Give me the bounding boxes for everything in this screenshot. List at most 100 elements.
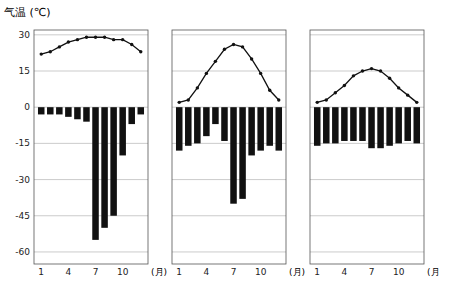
- bar: [110, 107, 117, 216]
- grid-line: [172, 34, 286, 35]
- bar: [203, 107, 210, 136]
- x-axis-label: (月: [427, 267, 440, 277]
- point: [397, 86, 400, 89]
- point: [49, 50, 52, 53]
- bar: [248, 107, 255, 155]
- point: [103, 36, 106, 39]
- y-tick-label: -45: [15, 211, 30, 221]
- point: [85, 36, 88, 39]
- point: [187, 98, 190, 101]
- panel: 1471030150-15-30-45-60(月): [15, 30, 167, 277]
- bar: [128, 107, 135, 124]
- x-tick-label: 7: [231, 267, 237, 277]
- point: [67, 40, 70, 43]
- grid-line: [310, 215, 424, 216]
- chart-root: 1471030150-15-30-45-60(月)气温 (℃)14710(月)1…: [0, 0, 450, 300]
- bar: [395, 107, 402, 143]
- point: [76, 38, 79, 41]
- bar: [176, 107, 183, 150]
- bar: [65, 107, 72, 117]
- plot-area: [38, 36, 144, 240]
- point: [370, 67, 373, 70]
- plot-frame: [310, 30, 424, 264]
- bar: [368, 107, 375, 148]
- y-tick-label: -60: [15, 247, 30, 257]
- bar: [377, 107, 384, 148]
- bar: [83, 107, 90, 121]
- point: [415, 101, 418, 104]
- bar: [314, 107, 321, 146]
- grid-line: [34, 71, 148, 72]
- y-axis-label: 气温 (℃): [4, 6, 50, 19]
- grid-line: [34, 251, 148, 252]
- x-tick-label: 1: [176, 267, 182, 277]
- point: [112, 38, 115, 41]
- bar: [101, 107, 108, 228]
- bar: [350, 107, 357, 141]
- bar: [138, 107, 145, 114]
- point: [196, 86, 199, 89]
- point: [205, 72, 208, 75]
- bar: [47, 107, 54, 114]
- panel: 1 4 7 10 (月: [310, 30, 440, 277]
- x-tick-label: 10: [393, 267, 405, 277]
- x-tick-label: 4: [66, 267, 72, 277]
- point: [277, 98, 280, 101]
- point: [223, 48, 226, 51]
- bar: [341, 107, 348, 141]
- bar: [92, 107, 99, 240]
- line: [179, 44, 279, 102]
- bar: [257, 107, 264, 150]
- y-tick-label: -15: [15, 138, 30, 148]
- line: [317, 69, 417, 103]
- y-tick-label: 0: [24, 102, 30, 112]
- bar: [323, 107, 330, 143]
- bar: [359, 107, 366, 141]
- plot-frame: [34, 30, 148, 264]
- point: [334, 91, 337, 94]
- x-tick-label: 1: [314, 267, 320, 277]
- grid-line: [172, 215, 286, 216]
- point: [178, 101, 181, 104]
- plot-area: [176, 43, 282, 204]
- x-tick-label: 10: [255, 267, 267, 277]
- x-tick-label: 4: [342, 267, 348, 277]
- bar: [414, 107, 421, 143]
- x-axis-label: (月): [289, 267, 305, 277]
- bar: [212, 107, 219, 124]
- bar: [276, 107, 283, 150]
- y-tick-label: -30: [15, 175, 30, 185]
- y-tick-label: 15: [19, 66, 30, 76]
- bar: [266, 107, 273, 146]
- x-tick-label: 1: [38, 267, 44, 277]
- line: [41, 37, 141, 54]
- bar: [38, 107, 45, 114]
- grid-line: [34, 215, 148, 216]
- point: [259, 72, 262, 75]
- point: [352, 74, 355, 77]
- grid-line: [310, 71, 424, 72]
- point: [214, 60, 217, 63]
- bar: [404, 107, 411, 141]
- x-tick-label: 7: [369, 267, 375, 277]
- plot-frame: [172, 30, 286, 264]
- plot-area: [314, 67, 420, 148]
- bar: [194, 107, 201, 143]
- point: [232, 43, 235, 46]
- point: [388, 77, 391, 80]
- grid-line: [34, 179, 148, 180]
- point: [361, 69, 364, 72]
- point: [40, 52, 43, 55]
- bar: [119, 107, 126, 155]
- grid-line: [172, 179, 286, 180]
- bar: [332, 107, 339, 143]
- bar: [386, 107, 393, 146]
- bar: [230, 107, 237, 203]
- grid-line: [172, 251, 286, 252]
- grid-line: [310, 179, 424, 180]
- point: [139, 50, 142, 53]
- grid-line: [310, 251, 424, 252]
- grid-line: [34, 34, 148, 35]
- grid-line: [172, 71, 286, 72]
- point: [406, 93, 409, 96]
